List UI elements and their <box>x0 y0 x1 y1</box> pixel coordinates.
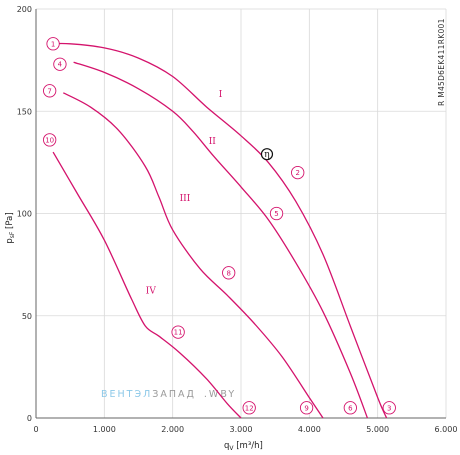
point-marker-number-2: 2 <box>295 169 299 177</box>
curve-III <box>62 92 324 419</box>
fan-curves <box>49 42 388 419</box>
efficiency-marker: η <box>260 148 274 161</box>
point-marker-10: 10 <box>43 133 57 147</box>
point-marker-circle-11 <box>171 325 185 339</box>
point-marker-number-6: 6 <box>348 404 353 412</box>
point-marker-number-12: 12 <box>245 404 254 412</box>
x-tick-label-6: 6.000 <box>435 425 458 434</box>
point-marker-circle-8 <box>222 266 236 280</box>
y-axis-unit: [Pa] <box>5 212 15 229</box>
efficiency-marker-symbol: η <box>264 150 269 160</box>
x-tick-label-1: 1.000 <box>93 425 116 434</box>
x-tick-label-3: 3.000 <box>230 425 253 434</box>
point-marker-7: 7 <box>43 84 57 98</box>
point-markers: 1 4 7 10 2 5 8 11 3 6 9 12 η <box>43 37 396 415</box>
point-marker-number-7: 7 <box>47 87 51 95</box>
point-marker-circle-6 <box>343 401 357 415</box>
y-tick-label-4: 200 <box>17 5 32 14</box>
x-axis-label: qV [m³/h] <box>224 441 263 452</box>
point-marker-4: 4 <box>53 57 67 71</box>
curve-label-I: I <box>219 90 223 100</box>
curve-label-IV: IV <box>146 286 157 296</box>
x-tick-label-0: 0 <box>33 425 38 434</box>
point-marker-circle-10 <box>43 133 57 147</box>
y-tick-label-0: 0 <box>27 414 32 423</box>
point-marker-number-3: 3 <box>387 404 391 412</box>
point-marker-6: 6 <box>343 401 357 415</box>
y-tick-label-2: 100 <box>17 210 32 219</box>
point-marker-number-8: 8 <box>226 269 230 277</box>
curve-I <box>49 42 388 419</box>
curve-label-III: III <box>180 194 191 204</box>
point-marker-number-11: 11 <box>174 329 183 337</box>
point-marker-8: 8 <box>222 266 236 280</box>
point-marker-number-4: 4 <box>58 61 63 69</box>
x-axis-unit: [m³/h] <box>236 441 263 451</box>
point-marker-circle-12 <box>242 401 256 415</box>
point-marker-number-5: 5 <box>274 210 278 218</box>
y-axis-subscript: sF <box>9 231 16 238</box>
curve-label-II: II <box>209 137 217 147</box>
watermark-part-1: ВЕНТЭЛ <box>101 389 152 400</box>
point-marker-number-9: 9 <box>304 404 308 412</box>
curve-IV <box>52 151 242 419</box>
point-marker-3: 3 <box>382 401 396 415</box>
y-tick-label-3: 150 <box>17 107 32 116</box>
x-axis-symbol: q <box>224 441 229 451</box>
point-marker-circle-5 <box>269 206 284 221</box>
point-marker-circle-2 <box>291 165 305 180</box>
x-axis-subscript: V <box>229 445 234 452</box>
point-marker-12: 12 <box>242 401 256 415</box>
point-marker-9: 9 <box>299 401 314 415</box>
model-label: R M45D6EK411RK001 <box>437 18 446 106</box>
tick-labels: 0 1.000 2.000 3.000 4.000 5.000 6.000 0 50 100 150… <box>17 5 458 434</box>
point-marker-5: 5 <box>269 206 284 221</box>
point-marker-2: 2 <box>291 165 305 180</box>
point-marker-circle-3 <box>382 401 396 415</box>
point-marker-1: 1 <box>46 37 60 51</box>
point-marker-number-1: 1 <box>51 40 55 48</box>
efficiency-marker-circle <box>260 148 274 161</box>
watermark-part-2: ЗАПАД <box>152 389 196 400</box>
y-axis-symbol: p <box>5 238 15 243</box>
curve-II <box>73 61 369 419</box>
x-tick-label-5: 5.000 <box>366 425 389 434</box>
point-marker-11: 11 <box>171 325 185 339</box>
point-marker-circle-1 <box>46 37 60 51</box>
point-marker-circle-9 <box>299 401 314 415</box>
y-tick-label-1: 50 <box>22 312 32 321</box>
point-marker-number-10: 10 <box>45 136 54 144</box>
x-tick-label-2: 2.000 <box>161 425 184 434</box>
point-marker-circle-4 <box>53 57 67 71</box>
x-tick-label-4: 4.000 <box>298 425 321 434</box>
y-axis-label: psF [Pa] <box>5 212 16 243</box>
point-marker-circle-7 <box>43 84 57 98</box>
